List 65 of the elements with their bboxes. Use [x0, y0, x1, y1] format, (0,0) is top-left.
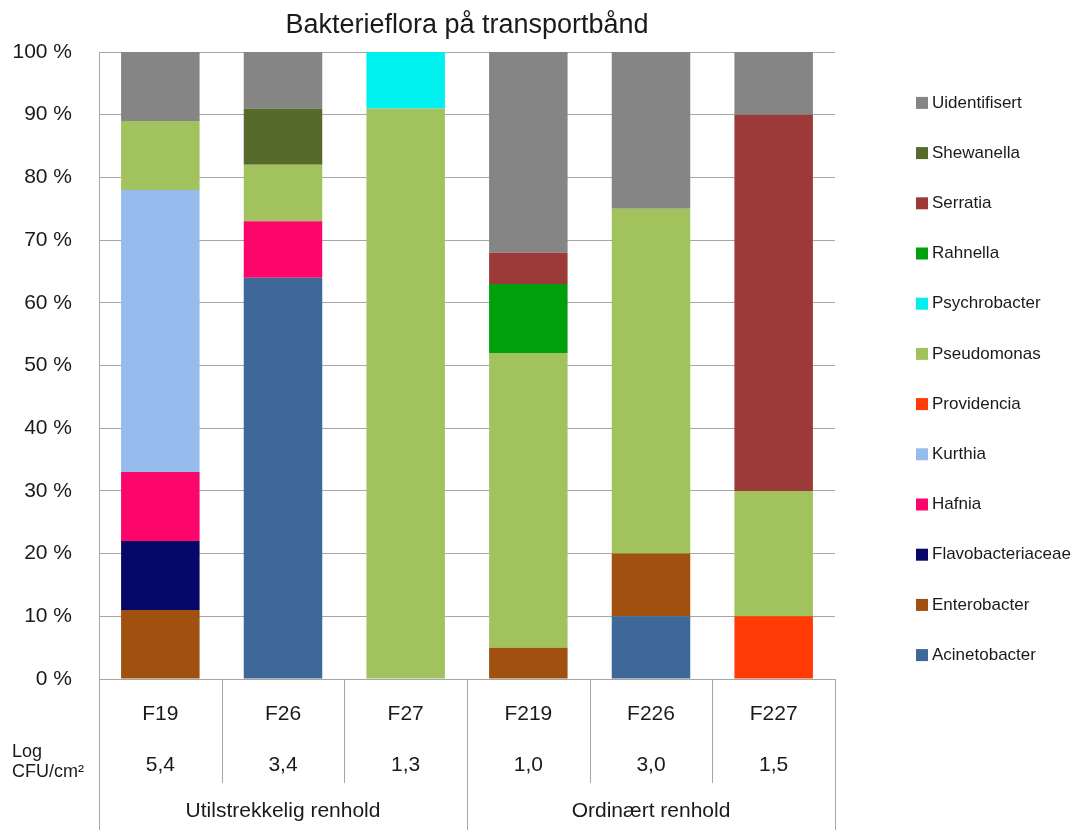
bar [366, 108, 445, 679]
text: 1,0 [513, 751, 543, 775]
bar [734, 490, 813, 617]
text: Log CFU/cm² [12, 740, 84, 781]
bar [611, 553, 691, 617]
y-tick-label: 0 % [35, 665, 72, 689]
legend-label: Flavobacteriaceae [932, 544, 1071, 564]
chart-title: Bakterieflora på transportbånd [285, 9, 649, 40]
legend-label: Psychrobacter [932, 293, 1041, 313]
bar [243, 277, 323, 679]
bar [611, 208, 691, 554]
bar [121, 541, 200, 611]
legend-label: Hafnia [932, 494, 982, 514]
bar [366, 52, 445, 109]
x-tick-label: F27 [387, 701, 424, 725]
bar [121, 472, 200, 542]
text: Utilstrekkelig renhold [185, 797, 381, 821]
y-tick-label: 10 % [24, 603, 72, 627]
bar [611, 52, 691, 209]
y-tick-label: 90 % [24, 101, 72, 125]
bar [243, 108, 323, 165]
text: Ordinært renhold [571, 797, 731, 821]
bar [734, 114, 813, 491]
y-tick-label: 100 % [12, 38, 72, 62]
bar [489, 647, 568, 679]
legend-label: Rahnella [932, 243, 1000, 263]
bar [734, 616, 813, 679]
text: 1,3 [391, 751, 421, 775]
x-tick-label: F19 [142, 701, 179, 725]
legend-label: Providencia [932, 393, 1022, 413]
legend-label: Shewanella [932, 142, 1021, 162]
bar [489, 352, 568, 648]
bar [121, 52, 200, 121]
legend-label: Serratia [932, 192, 993, 212]
y-tick-label: 50 % [24, 352, 72, 376]
legend-label: Enterobacter [932, 594, 1030, 614]
bar [121, 120, 200, 190]
bar [734, 52, 813, 115]
y-tick-label: 20 % [24, 540, 72, 564]
x-tick-label: F227 [749, 701, 798, 725]
x-tick-label: F226 [627, 701, 675, 725]
legend-label: Pseudomonas [932, 343, 1041, 363]
y-tick-label: 30 % [24, 477, 72, 501]
text: 5,4 [145, 751, 176, 775]
legend-label: Kurthia [932, 443, 987, 463]
bar [121, 189, 200, 473]
legend-label: Acinetobacter [932, 644, 1037, 664]
x-tick-label: F26 [264, 701, 302, 725]
bar [489, 252, 568, 284]
x-tick-label: F219 [504, 701, 553, 725]
bar [243, 52, 323, 109]
bar [243, 221, 323, 278]
bar [489, 52, 568, 253]
y-tick-label: 80 % [24, 164, 72, 188]
legend-label: Uidentifisert [932, 92, 1023, 112]
bar [121, 610, 200, 679]
text: 3,4 [268, 751, 298, 775]
y-tick-label: 60 % [24, 289, 72, 313]
y-tick-label: 40 % [24, 415, 72, 438]
bar [489, 283, 568, 353]
bar [243, 164, 323, 222]
bar [611, 616, 691, 679]
text: 1,5 [759, 751, 789, 775]
text: 3,0 [636, 751, 666, 775]
y-tick-label: 70 % [24, 226, 72, 250]
